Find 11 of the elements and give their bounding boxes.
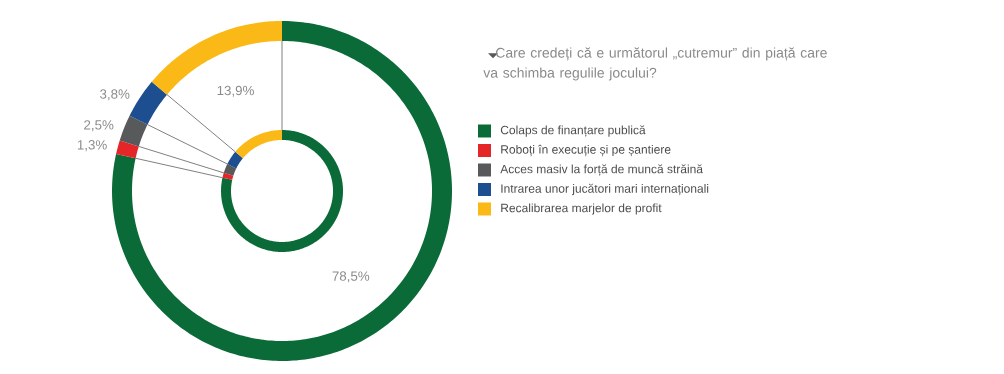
text: 1,3% [77, 140, 107, 152]
legend-label: Colaps de finanțare publică [500, 125, 646, 137]
text: 2,5% [84, 120, 114, 132]
legend-label: Intrarea unor jucători mari internaționali [501, 183, 709, 196]
text: 13,9% [217, 85, 254, 97]
legend-label: Roboți în execuție și pe șantiere [501, 144, 671, 157]
legend-label: Recalibrarea marjelor de profit [501, 203, 662, 215]
text: 3,8% [100, 89, 130, 101]
legend-label: Acces masiv la forță de muncă străină [500, 164, 703, 176]
text: 78,5% [332, 271, 370, 283]
text: Care credeți că e următorul „cutremur” din piață care va schimba regulile jocului? [483, 47, 827, 81]
